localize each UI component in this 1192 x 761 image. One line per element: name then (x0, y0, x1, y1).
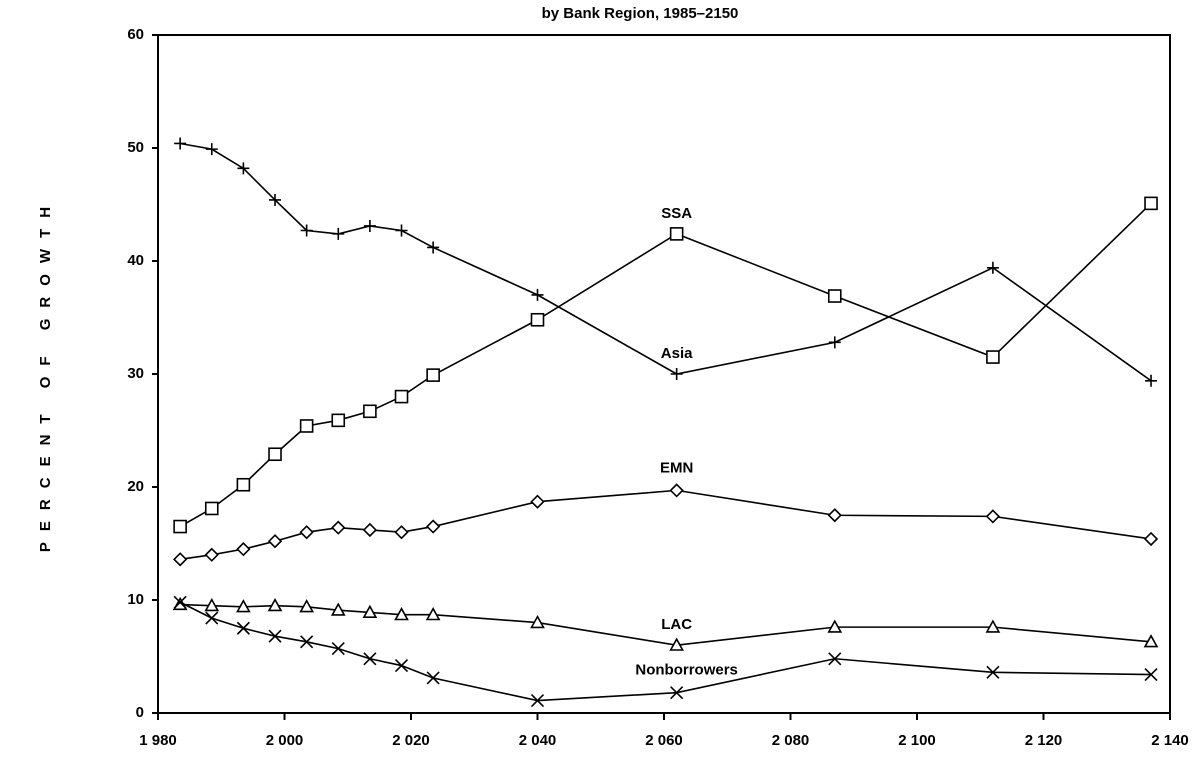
marker (205, 143, 218, 156)
marker (827, 619, 843, 633)
marker (300, 224, 313, 237)
marker (236, 599, 251, 613)
series-label: SSA (661, 205, 692, 222)
marker (828, 336, 841, 349)
chart-title: by Bank Region, 1985–2150 (542, 5, 739, 22)
marker (426, 368, 440, 382)
series-label: Asia (661, 345, 693, 362)
y-tick-label: 40 (127, 252, 144, 269)
marker (269, 193, 282, 206)
marker (1143, 531, 1159, 547)
x-tick-label: 2 000 (266, 732, 304, 749)
marker (267, 598, 283, 612)
marker (530, 614, 545, 629)
marker (394, 658, 409, 673)
x-tick-label: 2 100 (898, 732, 936, 749)
marker (174, 137, 187, 150)
marker (827, 508, 842, 523)
marker (204, 598, 220, 612)
marker (267, 534, 283, 549)
y-tick-label: 20 (127, 478, 144, 495)
marker (670, 686, 684, 700)
marker (173, 552, 188, 567)
marker (986, 261, 999, 274)
marker (985, 509, 1001, 524)
marker (828, 652, 842, 666)
y-tick-label: 30 (127, 365, 144, 382)
marker (363, 652, 377, 666)
marker (394, 389, 409, 404)
marker (268, 447, 282, 462)
marker (530, 494, 545, 509)
marker (530, 312, 545, 327)
marker (331, 413, 346, 428)
marker (205, 611, 219, 625)
marker (425, 607, 441, 621)
marker (394, 607, 409, 621)
y-axis-label: PERCENT OF GROWTH (37, 196, 54, 552)
marker (204, 547, 219, 562)
marker (362, 522, 378, 538)
marker (300, 635, 314, 649)
marker (985, 619, 1001, 633)
marker (173, 519, 187, 534)
marker (530, 694, 545, 708)
marker (204, 501, 219, 516)
marker (1143, 634, 1159, 648)
series-line (179, 202, 1152, 528)
marker (1144, 196, 1158, 211)
marker (363, 404, 377, 419)
y-tick-label: 10 (127, 591, 144, 608)
marker (299, 599, 314, 613)
marker (173, 595, 187, 609)
marker (669, 483, 684, 498)
x-tick-label: 2 080 (772, 732, 810, 749)
marker (827, 289, 842, 303)
series-label: Nonborrowers (635, 662, 738, 679)
series-line (179, 142, 1152, 382)
marker (299, 525, 314, 540)
marker (670, 368, 683, 380)
marker (986, 350, 1000, 364)
marker (331, 520, 346, 535)
marker (236, 477, 251, 492)
marker (669, 227, 684, 241)
marker (237, 162, 250, 175)
marker (531, 288, 544, 301)
series-line (180, 603, 1152, 647)
marker (394, 525, 409, 540)
marker (362, 604, 378, 619)
marker (1144, 668, 1158, 682)
marker (330, 602, 346, 616)
x-tick-label: 2 040 (519, 732, 557, 749)
marker (332, 227, 345, 240)
x-tick-label: 2 140 (1151, 732, 1189, 749)
y-tick-label: 50 (127, 139, 144, 156)
x-tick-label: 2 120 (1025, 732, 1063, 749)
marker (426, 519, 441, 534)
marker (1145, 374, 1158, 387)
marker (268, 629, 282, 643)
marker (395, 224, 408, 237)
marker (427, 241, 440, 254)
marker (363, 219, 376, 232)
marker (986, 665, 1000, 679)
marker (331, 642, 345, 656)
marker (299, 419, 314, 433)
series-line (179, 601, 1152, 702)
x-tick-label: 1 980 (139, 732, 177, 749)
y-tick-label: 60 (127, 26, 144, 43)
series-label: EMN (660, 459, 693, 476)
marker (426, 671, 440, 685)
x-tick-label: 2 020 (392, 732, 430, 749)
series-line (180, 489, 1152, 561)
y-tick-label: 0 (136, 704, 144, 721)
marker (236, 542, 251, 557)
marker (669, 637, 685, 651)
series-label: LAC (661, 616, 692, 633)
x-tick-label: 2 060 (645, 732, 683, 749)
marker (236, 621, 250, 635)
